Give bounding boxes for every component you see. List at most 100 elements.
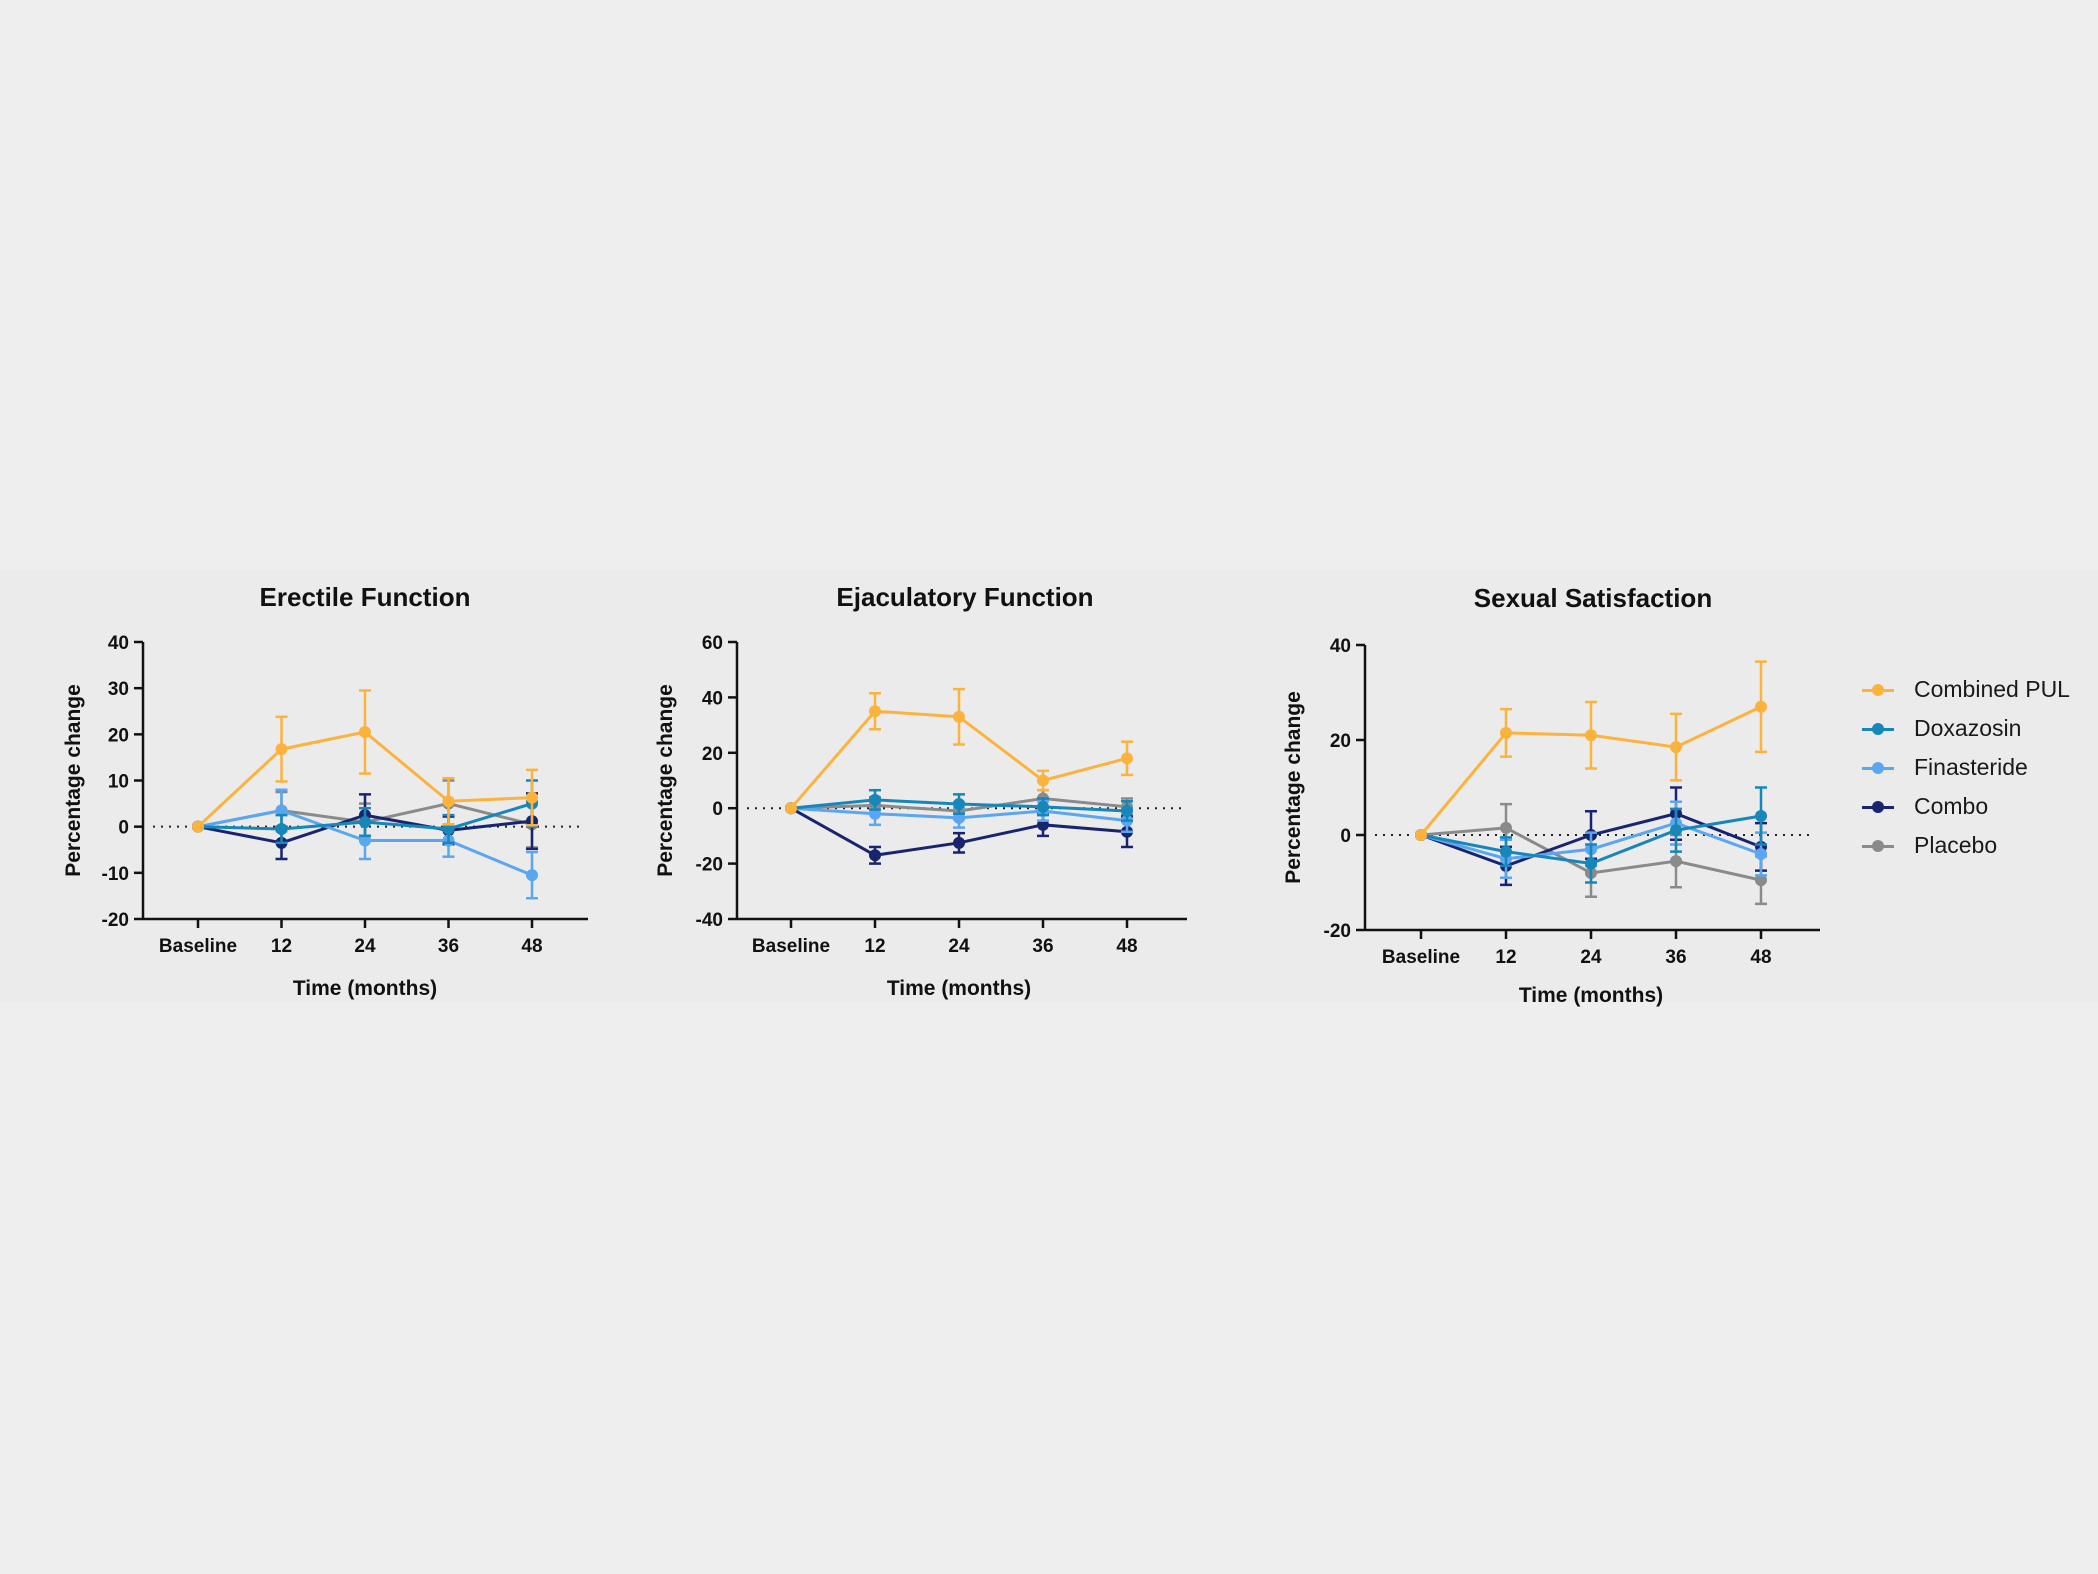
y-tick-label: 20 — [108, 725, 129, 746]
series-doxazosin — [1415, 786, 1767, 884]
y-tick-label: 60 — [702, 633, 723, 654]
legend-label: Placebo — [1914, 832, 1998, 858]
x-axis-label: Time (months) — [293, 977, 437, 1000]
chart-erectile-function: Erectile Function -20 -10 0 10 20 30 40 Baseline… — [62, 582, 588, 1000]
y-tick-label: 40 — [108, 633, 129, 654]
y-tick-label: -20 — [696, 855, 723, 876]
data-point — [953, 798, 965, 811]
series-doxazosin — [785, 788, 1133, 822]
data-point — [275, 804, 288, 817]
y-tick-label: 0 — [118, 818, 129, 839]
series-combined-pul — [1415, 660, 1767, 841]
data-point — [1755, 700, 1767, 713]
x-tick-label: 48 — [1116, 936, 1137, 957]
data-point — [1585, 857, 1597, 870]
x-tick-label: 24 — [354, 936, 376, 957]
data-point — [1755, 874, 1767, 887]
data-point — [1585, 729, 1597, 742]
legend-marker-icon — [1862, 719, 1894, 739]
y-tick-label: 0 — [712, 799, 723, 820]
chart-title: Ejaculatory Function — [836, 582, 1093, 612]
data-point — [1670, 855, 1682, 868]
data-point — [359, 816, 371, 829]
data-point — [359, 726, 371, 739]
x-tick-label: Baseline — [1382, 947, 1460, 968]
y-tick-label: 20 — [702, 744, 723, 765]
y-tick-label: 40 — [702, 688, 723, 709]
x-tick-label: 12 — [864, 936, 885, 957]
data-point — [192, 820, 204, 833]
data-point — [1121, 752, 1133, 765]
y-tick-label: -20 — [1324, 921, 1351, 942]
legend-marker-icon — [1862, 797, 1894, 817]
legend-item-combo: Combo — [1862, 787, 2098, 826]
legend-item-finasteride: Finasteride — [1862, 748, 2098, 787]
x-tick-label: 36 — [1665, 947, 1686, 968]
legend-marker-icon — [1862, 836, 1894, 856]
x-tick-label: 12 — [271, 936, 292, 957]
data-point — [275, 743, 288, 756]
x-tick-label: 36 — [438, 936, 459, 957]
y-tick-label: 10 — [108, 772, 129, 793]
x-tick-label: 24 — [948, 936, 970, 957]
legend-marker-icon — [1862, 758, 1894, 778]
data-point — [1121, 804, 1133, 817]
legend-marker-icon — [1862, 680, 1894, 700]
chart-sexual-satisfaction: Sexual Satisfaction -20 0 20 40 Baseline 12 24 3… — [1282, 583, 1820, 1007]
data-point — [442, 822, 455, 835]
data-point — [359, 834, 371, 847]
data-point — [526, 791, 538, 804]
legend-item-placebo: Placebo — [1862, 826, 2098, 865]
data-point — [953, 836, 965, 849]
data-point — [1500, 821, 1512, 834]
data-point — [869, 705, 881, 718]
x-axis-label: Time (months) — [1519, 984, 1663, 1007]
data-point — [1755, 848, 1767, 860]
data-point — [869, 849, 881, 862]
x-tick-label: 36 — [1032, 936, 1053, 957]
legend-label: Doxazosin — [1914, 715, 2022, 741]
data-point — [953, 710, 965, 723]
y-tick-label: 20 — [1330, 731, 1351, 752]
x-tick-label: 48 — [1750, 947, 1771, 968]
data-point — [1500, 726, 1512, 739]
x-tick-label: 12 — [1495, 947, 1516, 968]
data-point — [526, 869, 538, 882]
chart-ejaculatory-function: Ejaculatory Function -40 -20 0 20 40 60 Baselin… — [654, 582, 1187, 1000]
y-tick-label: 30 — [108, 679, 129, 700]
x-tick-label: Baseline — [752, 936, 830, 957]
chart-title: Erectile Function — [260, 582, 471, 612]
data-point — [1500, 845, 1512, 858]
data-point — [1415, 829, 1427, 841]
series-combined-pul — [785, 687, 1133, 815]
data-point — [785, 802, 797, 815]
data-point — [275, 822, 288, 835]
x-tick-label: Baseline — [159, 936, 237, 957]
y-axis-label: Percentage change — [654, 684, 677, 877]
chart-legend: Combined PUL Doxazosin Finasteride Combo… — [1862, 670, 2098, 865]
y-tick-label: -10 — [102, 864, 129, 885]
data-point — [442, 795, 455, 808]
data-point — [1670, 824, 1682, 837]
legend-item-combined-pul: Combined PUL — [1862, 670, 2098, 709]
legend-label: Combined PUL — [1914, 676, 2070, 702]
data-point — [1670, 741, 1682, 754]
data-point — [1755, 810, 1767, 822]
legend-label: Combo — [1914, 793, 1989, 819]
y-axis-label: Percentage change — [62, 684, 85, 877]
y-tick-label: -20 — [102, 910, 129, 931]
legend-item-doxazosin: Doxazosin — [1862, 709, 2098, 748]
series-combined-pul — [192, 689, 538, 833]
data-point — [1037, 800, 1049, 813]
x-tick-label: 24 — [1580, 947, 1602, 968]
y-tick-label: -40 — [696, 910, 723, 931]
y-tick-label: 0 — [1340, 826, 1351, 847]
chart-title: Sexual Satisfaction — [1474, 583, 1712, 613]
y-axis-label: Percentage change — [1282, 691, 1305, 884]
x-axis-label: Time (months) — [887, 977, 1031, 1000]
x-tick-label: 48 — [521, 936, 542, 957]
data-point — [1037, 774, 1049, 787]
legend-label: Finasteride — [1914, 754, 2028, 780]
y-tick-label: 40 — [1330, 636, 1351, 657]
data-point — [869, 793, 881, 806]
